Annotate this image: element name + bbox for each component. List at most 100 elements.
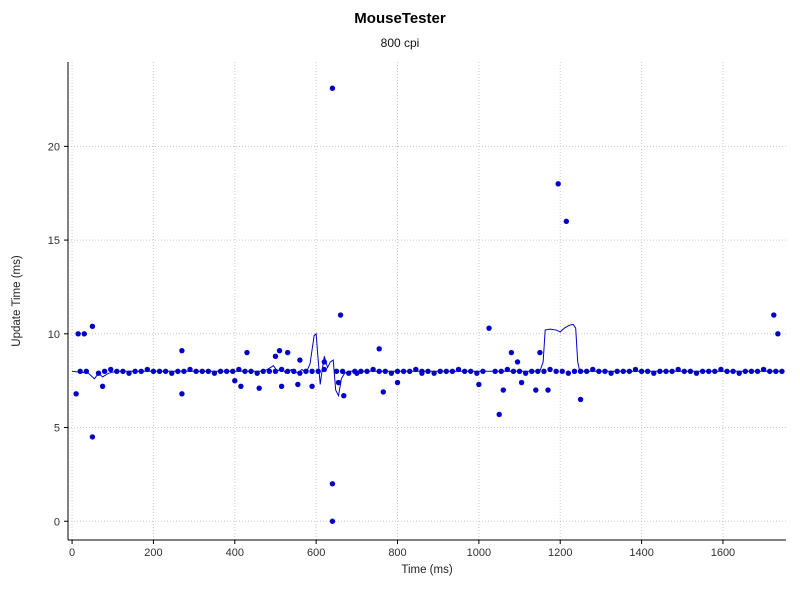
scatter-point: [181, 368, 187, 374]
scatter-point: [496, 411, 502, 418]
scatter-point: [358, 368, 364, 374]
scatter-point: [309, 383, 315, 389]
scatter-point: [712, 368, 718, 374]
scatter-point: [297, 357, 303, 363]
scatter-point: [529, 368, 535, 374]
scatter-point: [337, 312, 344, 318]
scatter-point: [681, 368, 688, 374]
scatter-point: [577, 368, 584, 374]
scatter-point: [571, 368, 578, 374]
x-tick-label: 1200: [548, 547, 572, 559]
scatter-point: [199, 368, 205, 374]
x-tick-label: 1000: [467, 547, 491, 559]
scatter-point: [81, 331, 87, 337]
scatter-point: [657, 368, 663, 374]
scatter-point: [541, 368, 547, 374]
scatter-point: [614, 368, 620, 374]
scatter-point: [291, 368, 297, 374]
scatter-point: [126, 370, 132, 376]
scatter-point: [370, 366, 376, 373]
scatter-point: [187, 366, 193, 373]
scatter-point: [75, 331, 81, 337]
scatter-point: [321, 359, 327, 365]
scatter-point: [248, 368, 254, 374]
scatter-point: [754, 368, 761, 374]
scatter-point: [339, 368, 346, 374]
scatter-point: [724, 368, 730, 374]
scatter-point: [179, 347, 185, 354]
scatter-point: [651, 370, 657, 376]
x-tick-label: 0: [69, 547, 75, 559]
scatter-point: [748, 368, 755, 374]
scatter-point: [150, 368, 157, 374]
scatter-point: [244, 349, 250, 356]
scatter-point: [565, 370, 572, 376]
scatter-point: [425, 368, 431, 374]
scatter-point: [730, 368, 736, 374]
scatter-point: [736, 370, 742, 376]
scatter-point: [771, 312, 777, 318]
scatter-point: [767, 368, 773, 374]
scatter-point: [602, 368, 608, 374]
scatter-point: [632, 366, 639, 373]
scatter-point: [329, 85, 336, 91]
scatter-point: [779, 368, 785, 374]
x-axis-label: Time (ms): [401, 564, 452, 576]
scatter-point: [376, 346, 382, 352]
scatter-point: [533, 387, 539, 393]
scatter-point: [329, 481, 336, 487]
scatter-point: [345, 370, 352, 376]
scatter-point: [706, 368, 712, 374]
scatter-point: [553, 368, 559, 374]
scatter-point: [644, 368, 651, 374]
scatter-point: [545, 387, 551, 393]
scatter-point: [73, 391, 79, 397]
scatter-point: [341, 392, 347, 399]
scatter-point: [400, 368, 407, 374]
scatter-point: [193, 368, 199, 374]
scatter-point: [394, 379, 401, 386]
scatter-point: [669, 368, 675, 374]
scatter-point: [449, 368, 456, 374]
scatter-point: [217, 368, 224, 374]
y-tick-label: 20: [48, 141, 60, 153]
chart-title: MouseTester: [354, 10, 446, 27]
scatter-point: [169, 370, 175, 376]
scatter-point: [718, 366, 724, 373]
x-tick-label: 800: [388, 547, 406, 559]
scatter-point: [547, 366, 553, 373]
scatter-point: [156, 368, 163, 374]
scatter-point: [626, 368, 633, 374]
scatter-point: [138, 368, 144, 374]
scatter-point: [284, 368, 291, 374]
scatter-point: [276, 347, 283, 354]
scatter-point: [205, 368, 212, 374]
y-tick-label: 5: [54, 423, 60, 435]
scatter-point: [394, 368, 401, 374]
trend-line: [72, 323, 784, 398]
scatter-point: [498, 368, 504, 374]
scatter-point: [431, 370, 437, 376]
scatter-point: [77, 368, 83, 374]
scatter-point: [419, 370, 425, 376]
scatter-point: [284, 349, 291, 356]
scatter-point: [95, 370, 102, 376]
scatter-point: [101, 368, 108, 374]
scatter-point: [699, 368, 706, 374]
scatter-point: [443, 368, 450, 374]
scatter-point: [590, 366, 596, 373]
scatter-point: [223, 368, 230, 374]
scatter-point: [266, 368, 273, 374]
scatter-point: [295, 381, 301, 388]
scatter-point: [514, 359, 521, 365]
scatter-point: [260, 368, 266, 374]
scatter-point: [492, 368, 498, 374]
scatter-point: [315, 368, 321, 374]
scatter-point: [476, 381, 482, 388]
scatter-point: [335, 379, 342, 386]
scatter-point: [89, 434, 96, 440]
scatter-point: [474, 370, 480, 376]
scatter-point: [380, 389, 386, 395]
